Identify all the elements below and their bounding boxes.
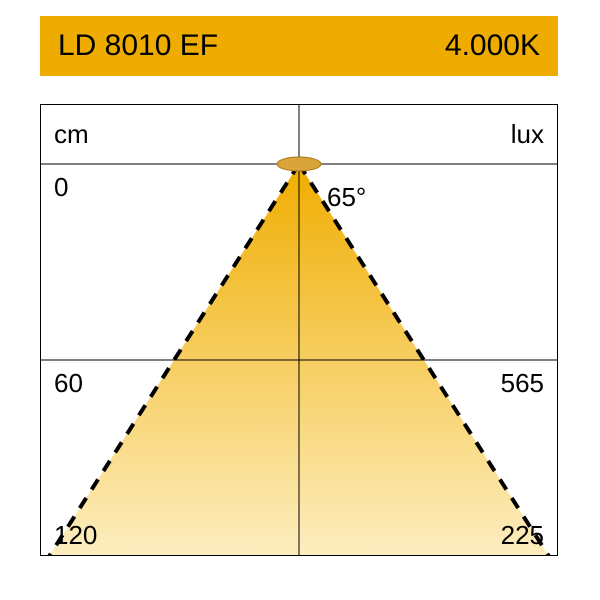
chart-svg [40, 104, 558, 556]
units-left-label: cm [54, 119, 89, 150]
product-model: LD 8010 EF [58, 29, 218, 63]
units-right-label: lux [511, 119, 544, 150]
lux-120-label: 225 [501, 520, 544, 551]
color-temperature: 4.000K [445, 29, 540, 63]
lux-60-label: 565 [501, 368, 544, 399]
distance-0-label: 0 [54, 172, 68, 203]
beam-angle-label: 65° [327, 182, 366, 213]
distance-120-label: 120 [54, 520, 97, 551]
header-bar: LD 8010 EF 4.000K [40, 16, 558, 76]
light-distribution-chart: cm lux 0 60 120 565 225 65° [40, 104, 558, 556]
distance-60-label: 60 [54, 368, 83, 399]
